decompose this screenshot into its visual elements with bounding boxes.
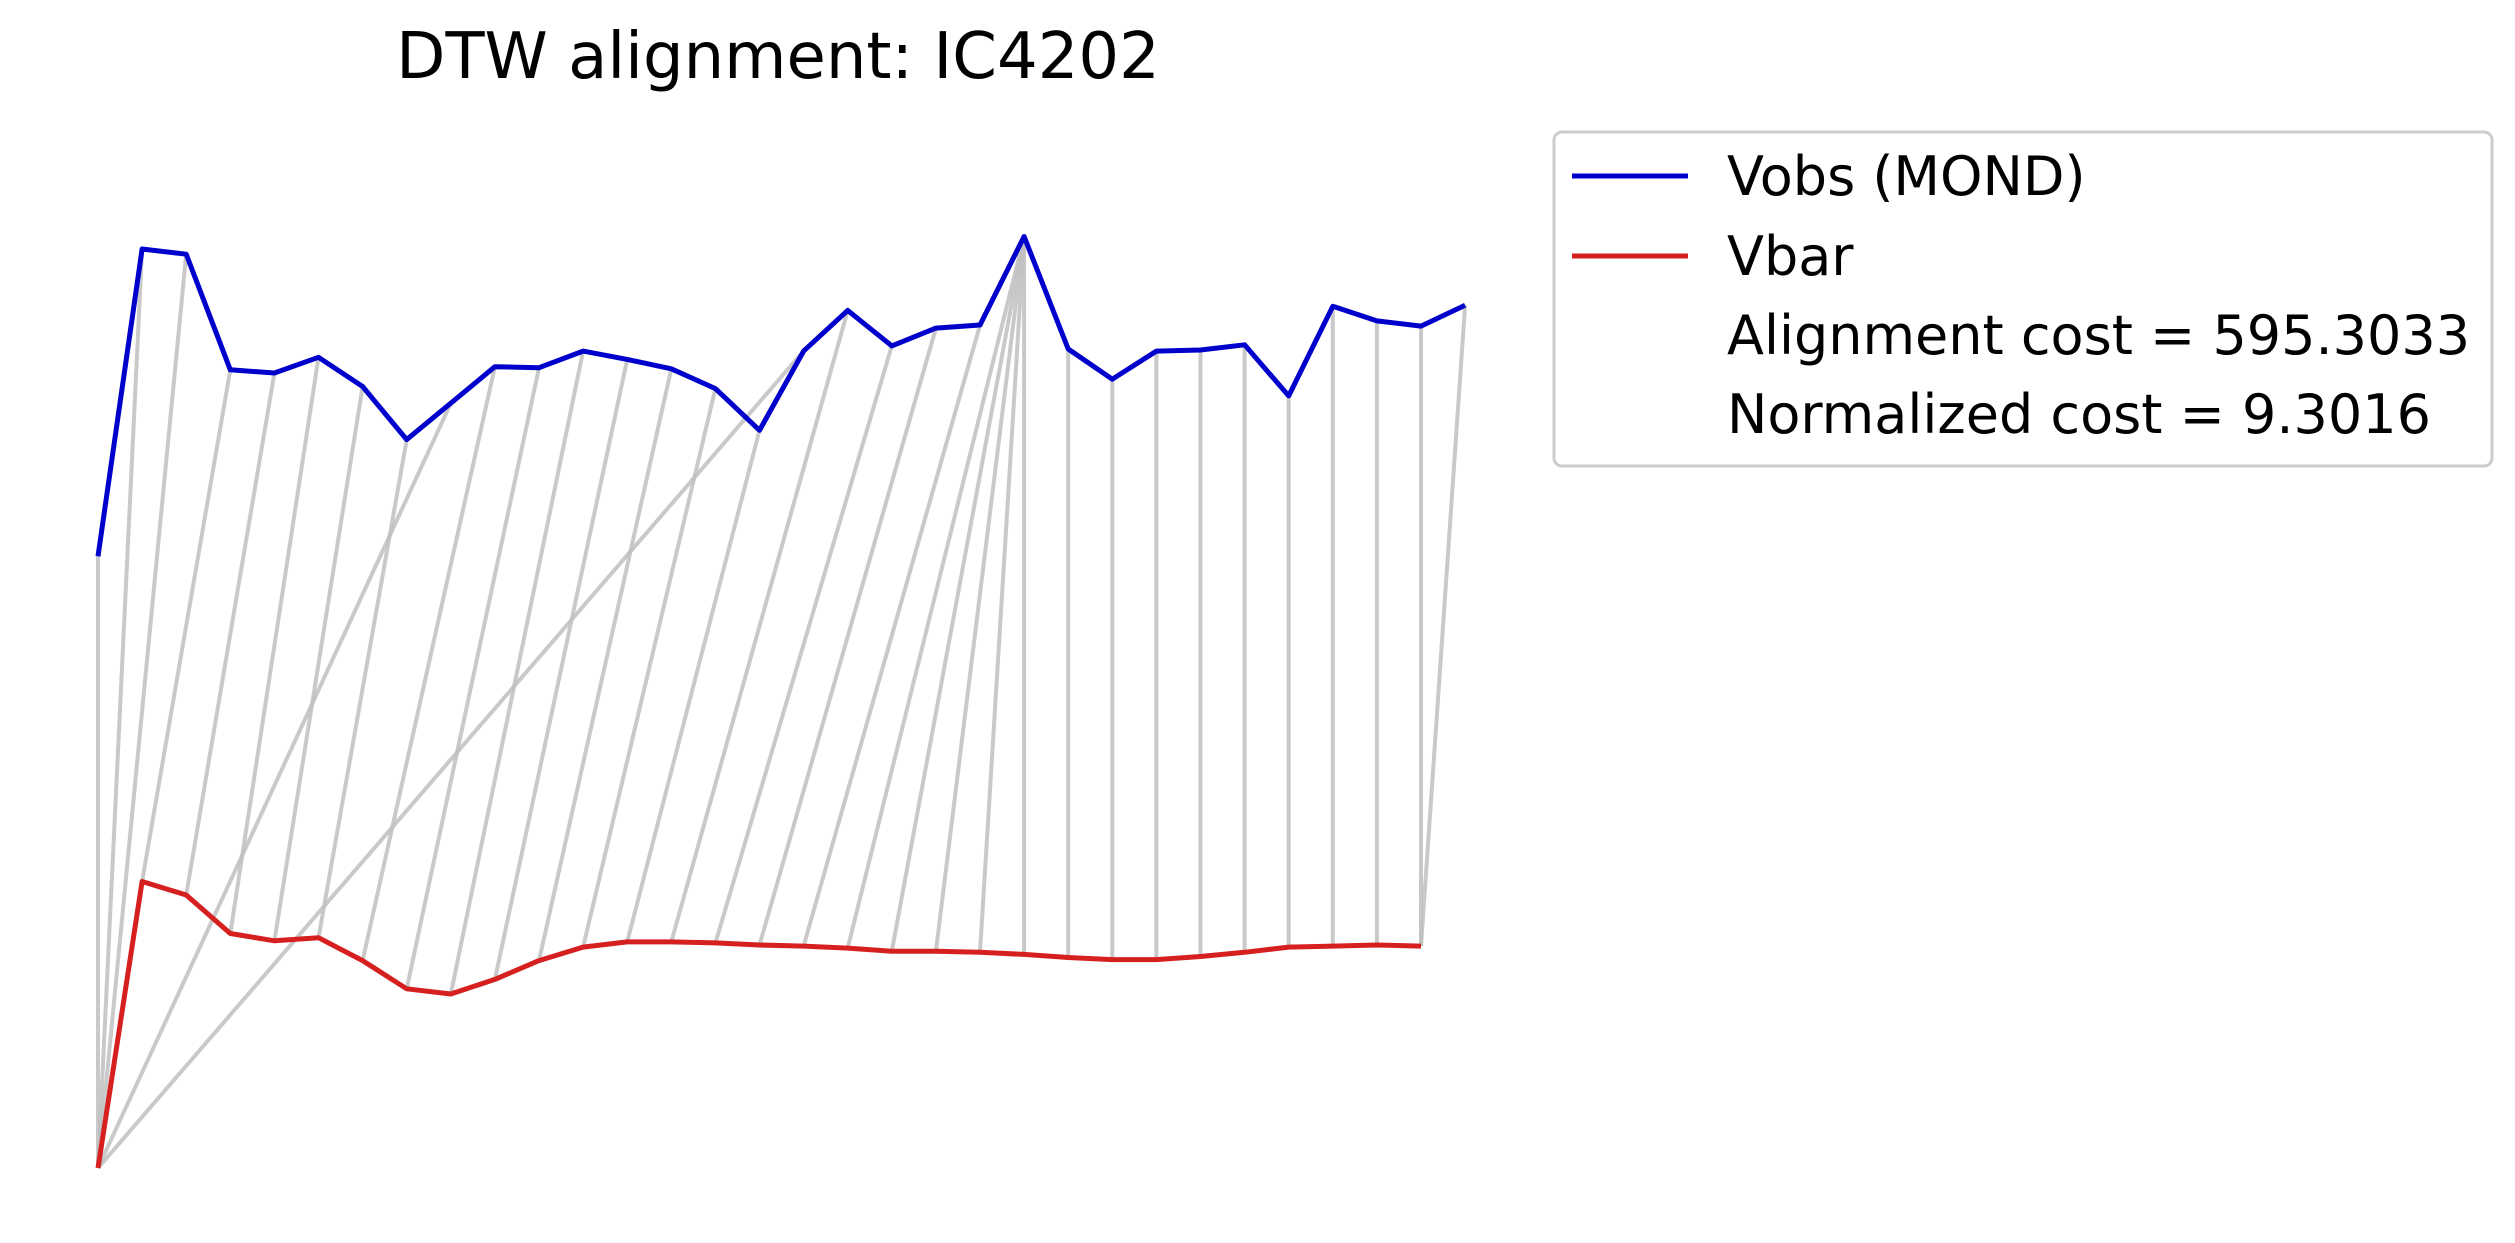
series-line-vbar [95,879,1422,1169]
alignment-line-12 [492,358,630,980]
legend-normalized-cost: Normalized cost = 9.3016 [1727,383,2431,446]
legend-alignment-cost: Alignment cost = 595.3033 [1727,304,2470,367]
alignment-line-6 [272,386,365,942]
legend-label-vbar: Vbar [1727,225,1854,288]
alignment-line-7 [316,439,409,939]
alignment-line-23 [933,236,1027,952]
alignment-line-22 [889,236,1027,952]
alignment-line-20 [801,324,982,947]
alignment-line-18 [713,345,894,944]
alignment-line-4 [184,372,277,896]
alignment-line-1 [96,248,145,1169]
alignment-line-5 [228,357,321,934]
alignment-line-10 [404,367,541,990]
series-lines [95,234,1467,1169]
alignment-line-11 [448,350,586,995]
alignment-line-15 [625,429,762,943]
alignment-line-8 [96,402,453,1169]
alignment-line-19 [757,327,938,946]
alignment-line-17 [669,309,850,943]
series-line-vobs [95,234,1467,557]
chart-title: DTW alignment: IC4202 [396,20,1160,94]
alignment-lines [96,235,1468,1170]
legend-label-vobs: Vobs (MOND) [1727,145,2086,208]
alignment-line-13 [537,368,674,962]
legend: Vobs (MOND) Vbar Alignment cost = 595.30… [1552,130,2494,468]
alignment-line-9 [360,366,497,962]
alignment-line-2 [96,253,189,1169]
alignment-line-24 [978,236,1027,953]
alignment-line-16 [96,349,806,1170]
alignment-line-21 [845,235,1027,949]
alignment-line-35 [1419,305,1468,947]
legend-frame [1552,130,2494,468]
alignment-line-3 [140,369,233,882]
